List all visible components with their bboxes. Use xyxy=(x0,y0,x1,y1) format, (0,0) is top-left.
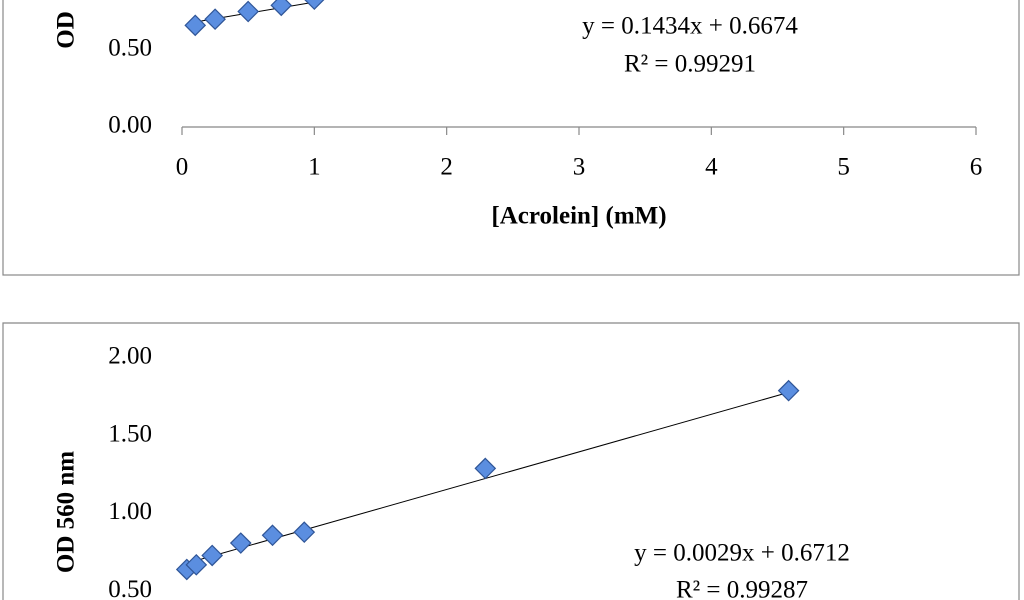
chart-frame xyxy=(2,322,1020,600)
r-squared: R² = 0.99287 xyxy=(676,577,808,600)
y-axis-label: OD 560 nm xyxy=(53,451,80,573)
data-point xyxy=(184,14,207,37)
data-point xyxy=(185,553,208,576)
y-tick-label: 2.00 xyxy=(108,343,152,370)
data-point xyxy=(229,532,252,554)
y-axis-label: OD xyxy=(53,11,80,49)
r-squared: R² = 0.99291 xyxy=(624,51,756,78)
data-point xyxy=(237,0,260,23)
y-tick-label: 0.00 xyxy=(108,112,152,139)
trendline-equation: y = 0.1434x + 0.6674 xyxy=(582,13,798,40)
x-tick-label: 5 xyxy=(837,154,850,181)
data-point xyxy=(204,8,226,31)
y-tick-label: 0.50 xyxy=(108,35,152,62)
x-axis-label: [Acrolein] (mM) xyxy=(491,203,666,230)
data-point xyxy=(293,521,316,544)
trendline-equation: y = 0.0029x + 0.6712 xyxy=(634,540,850,567)
data-point xyxy=(474,457,497,480)
data-point xyxy=(270,0,293,17)
data-point xyxy=(261,524,284,547)
y-tick-label: 1.50 xyxy=(108,420,152,447)
data-point xyxy=(201,544,224,567)
data-point xyxy=(777,379,800,402)
y-tick-label: 1.00 xyxy=(108,498,152,525)
y-tick-label: 0.50 xyxy=(108,576,152,600)
x-tick-label: 2 xyxy=(440,154,453,181)
chart-frame xyxy=(2,0,1020,276)
data-point xyxy=(304,0,325,11)
trendline xyxy=(186,391,789,564)
x-tick-label: 3 xyxy=(573,154,586,181)
x-tick-label: 6 xyxy=(970,154,983,181)
x-tick-label: 0 xyxy=(176,154,189,181)
x-tick-label: 4 xyxy=(705,154,718,181)
x-tick-label: 1 xyxy=(308,154,321,181)
